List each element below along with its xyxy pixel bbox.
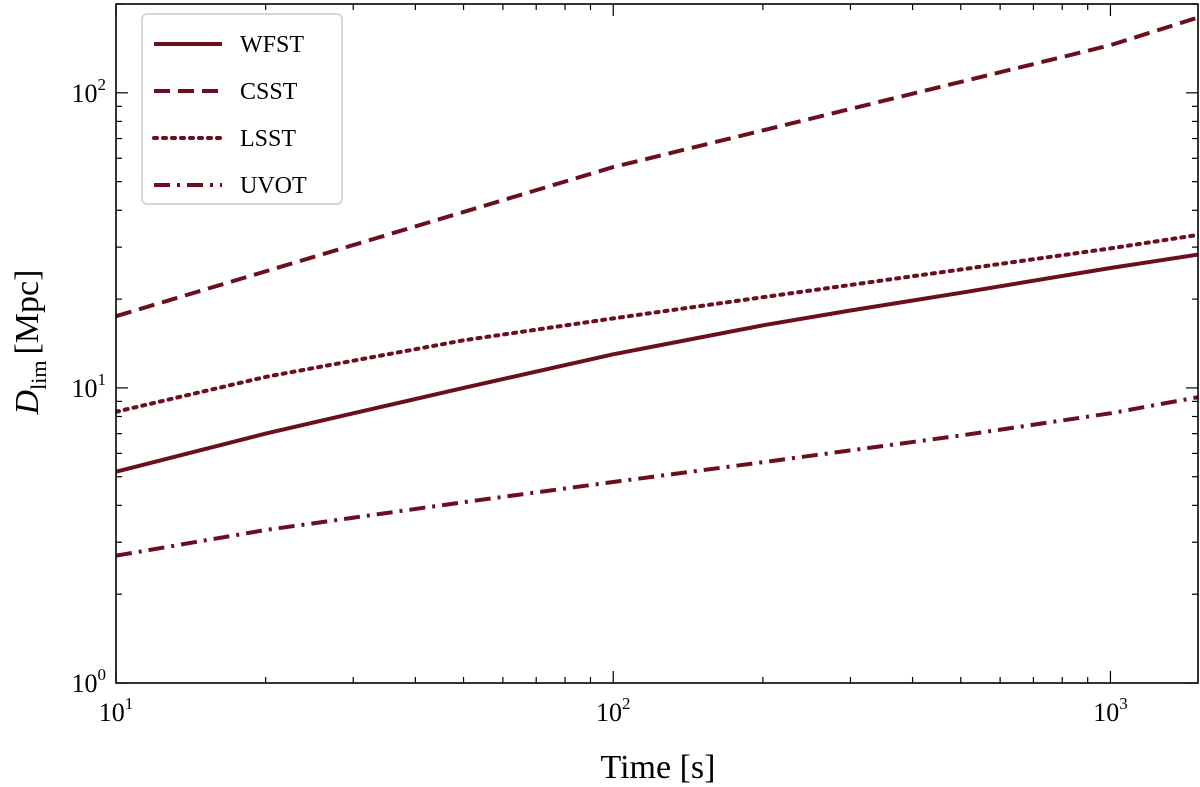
y-axis-label-sub: lim xyxy=(26,361,51,390)
x-tick-label: 102 xyxy=(596,694,631,727)
legend: WFST CSST LSST UVOT xyxy=(141,13,343,205)
x-tick-label: 101 xyxy=(99,694,134,727)
series-line-csst xyxy=(116,15,1198,319)
series-line-lsst xyxy=(116,232,1198,414)
series-layer xyxy=(116,15,1198,558)
y-tick-label: 102 xyxy=(72,75,107,108)
legend-label-uvot: UVOT xyxy=(240,173,307,199)
legend-label-lsst: LSST xyxy=(240,126,296,152)
y-axis-label-unit: [Mpc] xyxy=(9,270,46,355)
legend-label-wfst: WFST xyxy=(240,32,304,58)
x-tick-label: 103 xyxy=(1093,694,1128,727)
legend-box xyxy=(141,13,343,205)
plot-frame xyxy=(115,3,1199,684)
y-tick-label: 100 xyxy=(72,665,107,698)
y-tick-label: 101 xyxy=(72,370,107,403)
series-line-uvot xyxy=(116,395,1198,558)
series-line-wfst xyxy=(116,252,1198,474)
x-axis-label: Time [s] xyxy=(601,749,716,786)
y-axis-label-main: D xyxy=(9,389,46,415)
y-axis-label: Dlim [Mpc] xyxy=(9,270,51,416)
legend-label-csst: CSST xyxy=(240,79,298,105)
